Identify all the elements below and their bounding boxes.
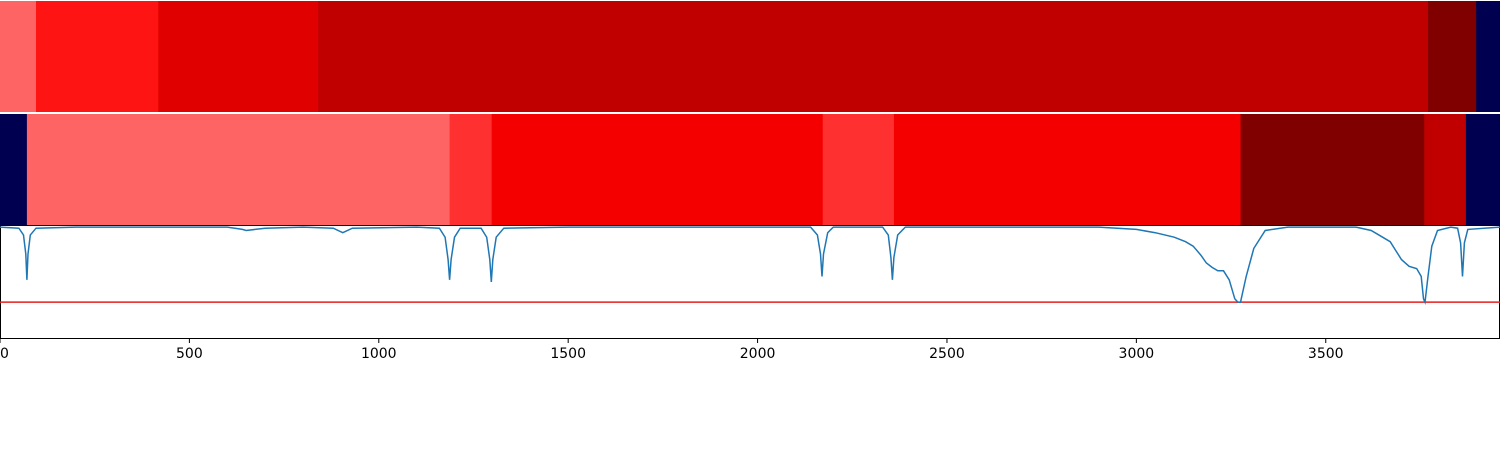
x-tick-label: 1000 [361, 346, 397, 362]
heatmap-cell-r2-s6 [893, 114, 1242, 225]
heatmap-cell-r2-s1 [0, 114, 28, 225]
x-tick-label: 2000 [740, 346, 776, 362]
heatmap-cell-r2-s5 [822, 114, 895, 225]
heatmap-cell-r1-s4 [318, 1, 1429, 112]
line-panel-frame [0, 225, 1500, 339]
x-tick-label: 1500 [550, 346, 586, 362]
heatmap-cell-r2-s3 [449, 114, 493, 225]
heatmap-row-2 [0, 114, 1500, 225]
heatmap-cell-r2-s4 [491, 114, 824, 225]
heatmap-cell-r2-s9 [1465, 114, 1500, 225]
heatmap-cell-r2-s2 [26, 114, 451, 225]
signal-line [0, 226, 1500, 306]
x-tick-label: 3500 [1308, 346, 1344, 362]
line-panel [0, 225, 1500, 339]
heatmap-cell-r1-s6 [1476, 1, 1500, 112]
x-tick-label: 2500 [929, 346, 965, 362]
heatmap-cell-r2-s7 [1240, 114, 1425, 225]
x-tick-label: 3000 [1119, 346, 1155, 362]
heatmap-cell-r1-s1 [0, 1, 37, 112]
x-tick-label: 500 [176, 346, 203, 362]
x-axis: 0 500 1000 1500 2000 2500 3000 3500 [0, 338, 1344, 362]
heatmap-cell-r1-s2 [35, 1, 159, 112]
heatmap-cell-r1-s5 [1428, 1, 1477, 112]
x-tick-label: 0 [0, 346, 9, 362]
heatmap-cell-r1-s3 [158, 1, 319, 112]
heatmap-cell-r2-s8 [1424, 114, 1467, 225]
heatmap-row-1 [0, 1, 1500, 112]
